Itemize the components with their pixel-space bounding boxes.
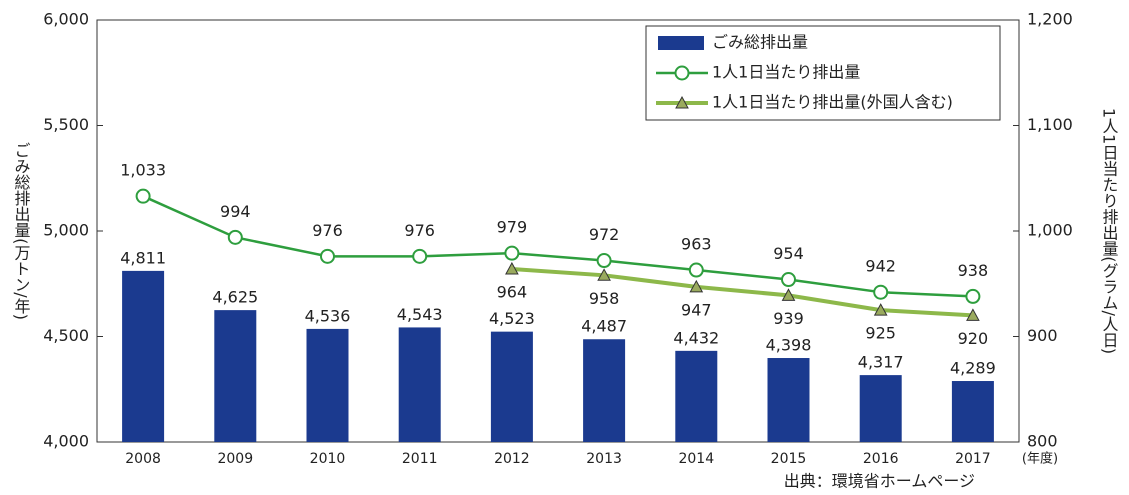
- bar-label: 4,811: [120, 248, 166, 267]
- bar-label: 4,317: [858, 353, 904, 372]
- legend-marker: [675, 95, 689, 109]
- point: [873, 284, 889, 300]
- point-label: 994: [220, 202, 251, 221]
- point-label: 976: [312, 221, 343, 240]
- point-label: 964: [497, 282, 528, 301]
- y2-axis-label: 1人1日当たり排出量(グラム/人日): [1100, 108, 1119, 354]
- bar-label: 4,625: [212, 288, 258, 307]
- point: [320, 248, 335, 264]
- x-tick-label: 2013: [586, 451, 622, 467]
- point-label: 976: [404, 221, 435, 240]
- bar: [122, 270, 165, 442]
- bar: [675, 350, 718, 442]
- point: [135, 188, 151, 204]
- point: [781, 288, 796, 301]
- legend-label: ごみ総排出量: [712, 33, 808, 52]
- x-tick-label: 2016: [863, 451, 899, 467]
- line: [142, 195, 973, 298]
- point: [596, 253, 612, 269]
- y-tick-label: 4,000: [43, 432, 89, 451]
- y-tick-label: 5,000: [43, 221, 89, 240]
- y2-tick-label: 1,000: [1027, 221, 1073, 240]
- y-tick-label: 4,500: [43, 326, 89, 345]
- point-label: 938: [958, 261, 989, 280]
- point: [873, 303, 888, 316]
- x-tick-label: 2010: [310, 451, 346, 467]
- point-label: 958: [589, 289, 620, 308]
- point-label: 963: [681, 235, 712, 254]
- y-tick-label: 5,500: [43, 115, 89, 134]
- point: [505, 261, 519, 275]
- y-tick-label: 6,000: [43, 10, 89, 29]
- bar: [951, 381, 994, 442]
- point: [227, 229, 243, 245]
- bar: [859, 375, 902, 442]
- y2-tick-label: 900: [1027, 326, 1058, 345]
- bar-label: 4,543: [397, 305, 443, 324]
- y2-tick-label: 1,100: [1027, 115, 1073, 134]
- legend-swatch: [658, 36, 704, 50]
- point-label: 920: [958, 329, 989, 348]
- point: [966, 308, 980, 321]
- bar-label: 4,487: [581, 317, 627, 336]
- bar-label: 4,523: [489, 309, 535, 328]
- source: 出典：環境省ホームページ: [784, 472, 975, 491]
- x-tick-label: 2014: [678, 451, 714, 467]
- point-label: 954: [773, 244, 804, 263]
- y2-tick-label: 800: [1027, 432, 1058, 451]
- x-tick-label: 2012: [494, 451, 530, 467]
- point: [412, 248, 428, 264]
- point: [597, 268, 611, 281]
- bar: [583, 339, 626, 442]
- x-tick-label: 2015: [771, 451, 807, 467]
- x-unit: (年度): [1022, 451, 1058, 467]
- point: [781, 272, 796, 288]
- point-label: 942: [865, 257, 896, 276]
- bar-label: 4,432: [673, 328, 719, 347]
- legend-marker: [674, 65, 690, 81]
- y2-tick-label: 1,200: [1027, 10, 1073, 29]
- bar: [214, 310, 257, 442]
- bar-label: 4,536: [305, 306, 351, 325]
- x-tick-label: 2008: [125, 451, 161, 467]
- y-axis-label: ごみ総排出量(万トン/年): [12, 142, 31, 320]
- legend-label: 1人1日当たり排出量: [712, 63, 860, 82]
- point-label: 979: [497, 218, 528, 237]
- x-tick-label: 2009: [217, 451, 253, 467]
- bar: [767, 358, 810, 442]
- point-label: 1,033: [120, 161, 166, 180]
- point-label: 925: [865, 324, 896, 343]
- bar: [490, 331, 533, 442]
- point-label: 972: [589, 225, 620, 244]
- bar-label: 4,289: [950, 359, 996, 378]
- point-label: 939: [773, 309, 804, 328]
- legend-label: 1人1日当たり排出量(外国人含む): [712, 93, 953, 112]
- bar-label: 4,398: [766, 336, 812, 355]
- point: [965, 288, 981, 304]
- point: [504, 245, 520, 261]
- point: [689, 279, 704, 293]
- line: [511, 266, 974, 318]
- point-label: 947: [681, 300, 712, 319]
- x-tick-label: 2011: [402, 451, 438, 467]
- point: [688, 262, 704, 278]
- bar: [398, 327, 441, 442]
- x-tick-label: 2017: [955, 451, 991, 467]
- bar: [306, 328, 349, 442]
